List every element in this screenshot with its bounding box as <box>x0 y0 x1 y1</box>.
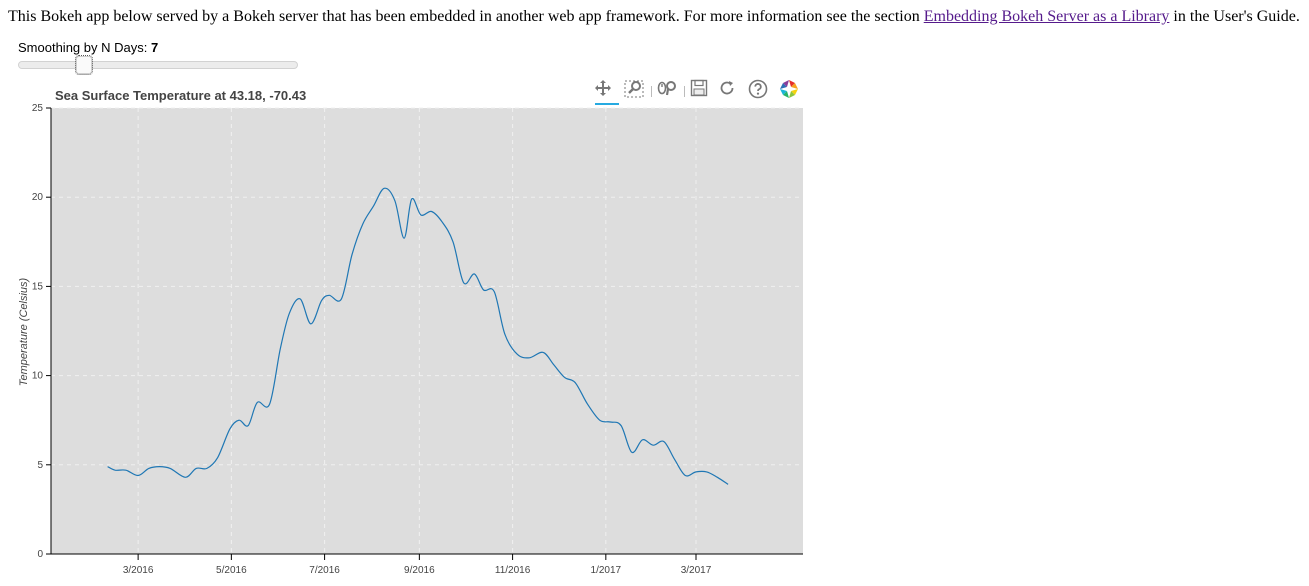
slider-track[interactable] <box>18 55 298 75</box>
box-zoom-tool[interactable] <box>624 79 650 103</box>
y-tick-label: 10 <box>32 371 44 382</box>
slider-handle[interactable] <box>74 55 93 75</box>
grid-lines <box>51 107 803 554</box>
pan-tool[interactable] <box>594 79 620 105</box>
x-axis-ticks: 3/2016 5/2016 7/2016 9/2016 11/2016 1/2017 3/2… <box>123 554 712 576</box>
slider-title: Smoothing by N Days: 7 <box>18 40 300 55</box>
x-tick-label: 9/2016 <box>404 565 435 576</box>
plot-title: Sea Surface Temperature at 43.18, -70.43 <box>55 88 307 103</box>
pan-icon <box>595 80 611 96</box>
toolbar-separator <box>651 86 652 97</box>
x-tick-label: 3/2017 <box>681 565 712 576</box>
reset-tool[interactable] <box>718 79 744 103</box>
y-tick-label: 25 <box>32 103 44 114</box>
wheel-zoom-icon <box>657 81 676 96</box>
box-zoom-icon <box>624 80 644 98</box>
smoothing-slider: Smoothing by N Days: 7 <box>18 40 300 75</box>
intro-text-after: in the User's Guide. <box>1169 8 1300 25</box>
bokeh-logo[interactable] <box>779 79 805 103</box>
plot-background <box>51 108 803 554</box>
help-icon <box>748 79 768 99</box>
save-icon <box>690 79 708 97</box>
y-tick-label: 0 <box>37 549 43 560</box>
x-tick-label: 5/2016 <box>216 565 247 576</box>
intro-paragraph: This Bokeh app below served by a Bokeh s… <box>8 8 1308 26</box>
slider-fill <box>19 62 84 68</box>
save-tool[interactable] <box>690 79 716 103</box>
y-tick-label: 15 <box>32 281 44 292</box>
slider-label: Smoothing by N Days: <box>18 40 151 55</box>
series-line <box>107 187 729 485</box>
x-tick-label: 11/2016 <box>495 565 531 576</box>
wheel-zoom-tool[interactable] <box>657 79 683 103</box>
chart-canvas: 0 5 10 15 20 25 3/2016 5/2016 7/2016 9/2016 11/20… <box>32 103 803 576</box>
bokeh-logo-icon <box>780 80 798 98</box>
reset-icon <box>720 81 734 95</box>
x-tick-label: 3/2016 <box>123 565 154 576</box>
x-tick-label: 7/2016 <box>309 565 340 576</box>
x-tick-label: 1/2017 <box>591 565 622 576</box>
sst-plot[interactable]: Sea Surface Temperature at 43.18, -70.43… <box>0 78 820 586</box>
y-axis-ticks: 0 5 10 15 20 25 <box>32 103 51 560</box>
plot-toolbar <box>594 79 806 105</box>
help-tool[interactable] <box>748 79 774 103</box>
y-tick-label: 20 <box>32 192 44 203</box>
y-tick-label: 5 <box>37 460 43 471</box>
slider-value: 7 <box>150 40 159 55</box>
embedding-guide-link[interactable]: Embedding Bokeh Server as a Library <box>923 8 1170 25</box>
intro-text-before: This Bokeh app below served by a Bokeh s… <box>8 8 924 25</box>
toolbar-separator <box>684 86 685 97</box>
